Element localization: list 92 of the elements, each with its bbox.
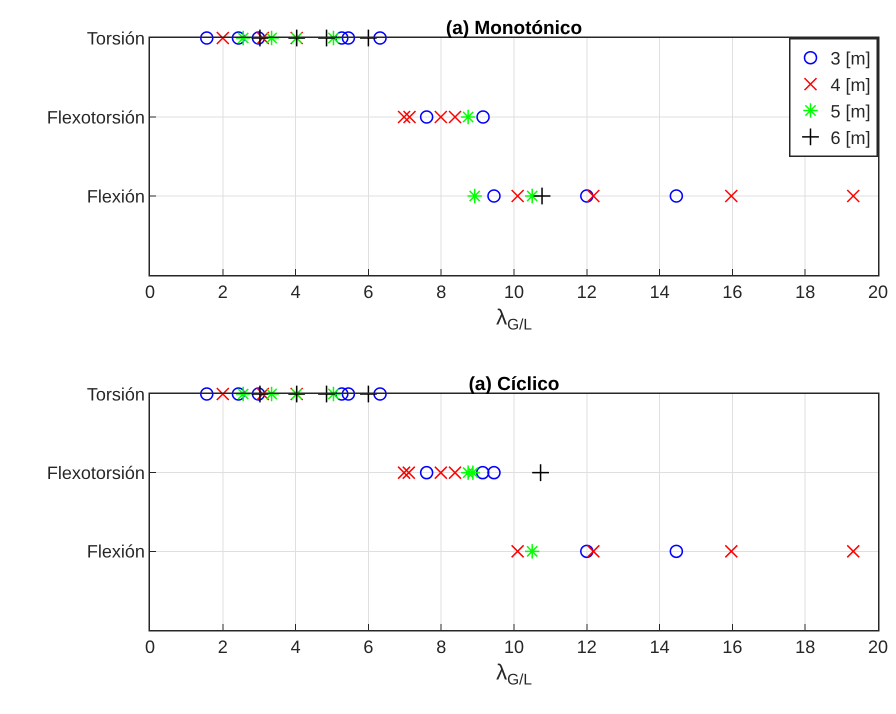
y-tick-label: Flexotorsión <box>46 462 145 483</box>
point <box>487 466 501 480</box>
x-tick-label: 8 <box>436 637 446 658</box>
point <box>317 28 336 48</box>
point <box>460 109 476 125</box>
point <box>250 384 270 404</box>
x-tick-label: 20 <box>868 637 888 658</box>
point <box>402 466 416 480</box>
x-tick-label: 18 <box>795 282 816 302</box>
point <box>524 543 540 560</box>
point <box>317 384 336 404</box>
x-tick-label: 18 <box>795 637 816 658</box>
point <box>476 466 490 480</box>
x-tick-label: 0 <box>144 637 156 658</box>
point <box>232 387 246 401</box>
x-tick-label: 12 <box>576 637 597 658</box>
point <box>586 544 600 558</box>
point <box>326 30 342 46</box>
point <box>250 28 270 48</box>
point <box>335 31 349 45</box>
point <box>487 189 501 203</box>
point <box>342 31 356 45</box>
x-tick-label: 4 <box>290 282 301 302</box>
point <box>531 464 550 482</box>
x-tick-label: 6 <box>363 282 374 302</box>
point <box>397 110 411 124</box>
x-tick-label: 10 <box>504 282 524 302</box>
point <box>216 387 230 401</box>
point <box>580 189 594 203</box>
point <box>200 387 214 401</box>
point <box>846 189 860 203</box>
point <box>724 544 738 558</box>
point <box>359 28 378 48</box>
point <box>586 189 600 203</box>
point <box>264 386 280 402</box>
x-tick-label: 0 <box>144 282 156 302</box>
point <box>510 189 524 203</box>
x-tick-label: 16 <box>722 637 742 658</box>
x-tick-label: 4 <box>290 637 301 658</box>
chart-title: (a) Monotónico <box>446 18 582 39</box>
point <box>200 31 214 45</box>
point <box>524 188 540 204</box>
legend-label: 5 [m] <box>830 102 871 122</box>
legend-label: 4 [m] <box>830 75 871 96</box>
point <box>216 31 230 45</box>
point <box>232 31 246 45</box>
point <box>359 384 378 404</box>
legend-label: 6 [m] <box>830 128 871 148</box>
x-tick-label: 14 <box>650 282 670 302</box>
x-tick-label: 14 <box>650 637 670 658</box>
point <box>235 30 252 46</box>
x-axis-title: λ$_{G/L}$ <box>496 304 532 334</box>
y-tick-label: Flexión <box>86 542 145 562</box>
point <box>670 544 684 558</box>
point <box>402 110 416 124</box>
point <box>256 387 270 401</box>
chart-title: (a) Cíclico <box>468 374 560 395</box>
point <box>342 387 356 401</box>
point <box>335 387 349 401</box>
point <box>532 186 552 206</box>
point <box>580 544 594 558</box>
point <box>326 386 342 402</box>
point <box>373 31 387 45</box>
point <box>252 31 266 45</box>
point <box>476 110 490 124</box>
point <box>264 30 280 46</box>
x-tick-label: 8 <box>436 282 446 302</box>
point <box>510 544 524 558</box>
x-tick-label: 12 <box>576 282 597 302</box>
x-tick-label: 10 <box>504 637 524 658</box>
point <box>252 387 266 401</box>
legend-label: 3 [m] <box>830 48 871 69</box>
x-tick-label: 6 <box>363 637 374 658</box>
point <box>420 110 434 124</box>
y-tick-label: Torsión <box>86 28 145 48</box>
point <box>724 189 738 203</box>
x-tick-label: 2 <box>218 637 228 658</box>
point <box>256 31 270 45</box>
point <box>466 188 483 204</box>
x-tick-label: 20 <box>868 282 888 302</box>
point <box>373 387 387 401</box>
point <box>846 544 860 558</box>
point <box>670 189 684 203</box>
y-tick-label: Flexión <box>86 186 145 206</box>
point <box>420 466 434 480</box>
point <box>397 466 411 480</box>
point <box>235 386 252 402</box>
x-tick-label: 16 <box>722 282 742 302</box>
x-tick-label: 2 <box>218 282 228 302</box>
y-tick-label: Torsión <box>86 384 145 404</box>
x-axis-title: λ$_{G/L}$ <box>496 660 532 688</box>
y-tick-label: Flexotorsión <box>46 107 145 128</box>
